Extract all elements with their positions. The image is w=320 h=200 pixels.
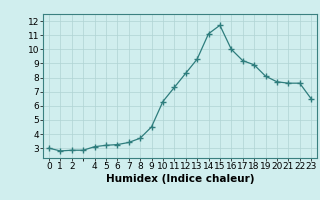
- X-axis label: Humidex (Indice chaleur): Humidex (Indice chaleur): [106, 174, 254, 184]
